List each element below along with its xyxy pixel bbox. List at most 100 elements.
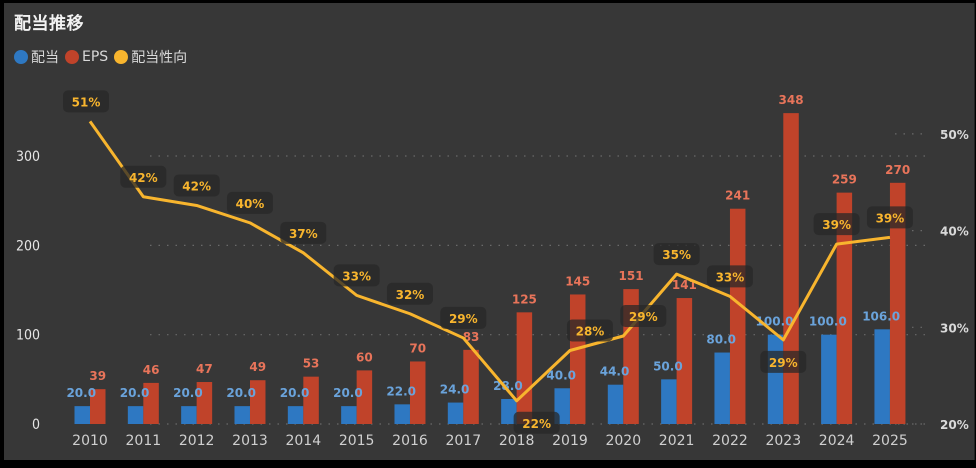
eps-data-label: 259 <box>832 173 857 187</box>
chart-panel: 配当推移 配当 EPS 配当性向 <box>4 3 975 460</box>
right-tick-label: 30% <box>940 321 969 335</box>
dividend-bar <box>234 406 250 424</box>
eps-data-label: 47 <box>196 362 213 376</box>
eps-data-label: 145 <box>565 274 590 288</box>
eps-data-label: 53 <box>303 357 320 371</box>
legend-dot-dividend-icon <box>14 50 28 64</box>
x-tick-label: 2016 <box>392 433 428 449</box>
payout-data-label: 39% <box>822 218 851 232</box>
eps-bar <box>196 382 213 424</box>
dividend-bar <box>287 406 304 424</box>
payout-label-bg <box>280 221 327 244</box>
eps-data-label: 125 <box>512 292 537 306</box>
payout-data-label: 51% <box>72 95 101 109</box>
x-tick-label: 2024 <box>819 433 855 449</box>
x-axis-ticks: 2010 2011 2012 2013 2014 2015 2016 2017 2018 2019… <box>72 433 908 449</box>
eps-bar <box>409 361 426 424</box>
payout-label-bg <box>226 191 273 214</box>
payout-label-bg <box>813 213 860 236</box>
x-tick-label: 2010 <box>72 433 108 449</box>
eps-bar <box>516 312 533 424</box>
payout-label-bg <box>386 282 433 305</box>
eps-bar <box>356 370 373 424</box>
legend-item-payout[interactable]: 配当性向 <box>114 47 187 67</box>
payout-label-bg <box>566 319 613 342</box>
bars <box>74 113 906 425</box>
dividend-bar <box>767 334 784 424</box>
payout-labels: 51%42%42%40%37%33%32%29%22%28%29%35%33%2… <box>63 90 913 434</box>
right-tick-label: 50% <box>940 128 969 142</box>
payout-label-bg <box>440 306 487 329</box>
payout-data-label: 29% <box>629 310 658 324</box>
dividend-bar <box>341 406 357 424</box>
payout-label-bg <box>706 265 753 288</box>
eps-data-label: 39 <box>89 369 106 383</box>
dividend-bar <box>821 334 837 424</box>
eps-bar <box>303 376 319 424</box>
dividend-data-label: 44.0 <box>600 365 630 379</box>
eps-data-label: 49 <box>249 360 266 374</box>
eps-bar <box>463 349 479 424</box>
x-tick-label: 2023 <box>765 433 801 449</box>
eps-data-label: 151 <box>619 269 644 283</box>
eps-data-label: 270 <box>885 163 910 177</box>
payout-data-label: 29% <box>769 356 798 370</box>
eps-data-label: 46 <box>143 363 160 377</box>
dividend-data-label: 20.0 <box>226 386 256 400</box>
payout-data-label: 33% <box>716 270 745 284</box>
x-tick-label: 2014 <box>285 433 321 449</box>
legend-item-eps[interactable]: EPS <box>65 49 108 65</box>
right-axis-ticks: 20% 30% 40% 50% <box>940 128 969 432</box>
legend: 配当 EPS 配当性向 <box>14 47 193 67</box>
payout-data-label: 42% <box>129 171 158 185</box>
x-tick-label: 2018 <box>499 433 535 449</box>
eps-bar <box>836 192 853 424</box>
eps-bar <box>143 382 159 424</box>
dividend-data-label: 50.0 <box>653 359 683 373</box>
dividend-bar <box>447 402 464 424</box>
payout-label-bg <box>866 206 913 229</box>
payout-label-bg <box>513 411 560 434</box>
payout-data-label: 32% <box>396 288 425 302</box>
eps-bar <box>249 380 266 424</box>
chart-title: 配当推移 <box>14 14 84 34</box>
payout-label-bg <box>760 350 807 373</box>
right-tick-label: 20% <box>940 418 969 432</box>
bar-labels: 20.0 39 20.0 46 20.0 47 20.0 49 20.0 53 20.0 60 22.0… <box>66 93 910 400</box>
left-tick-label: 200 <box>16 238 40 254</box>
dividend-bar <box>74 406 90 424</box>
eps-data-label: 70 <box>409 341 426 355</box>
dividend-bar <box>127 406 144 424</box>
x-tick-label: 2021 <box>659 433 695 449</box>
payout-data-label: 35% <box>662 248 691 262</box>
eps-bar <box>90 389 106 424</box>
payout-data-label: 33% <box>342 269 371 283</box>
dividend-bar <box>874 329 890 424</box>
x-tick-label: 2012 <box>179 433 215 449</box>
eps-bar <box>569 294 586 424</box>
dividend-data-label: 100.0 <box>809 315 847 329</box>
payout-label-bg <box>63 90 109 113</box>
payout-data-label: 39% <box>876 211 905 225</box>
legend-label-dividend: 配当 <box>31 50 59 66</box>
x-tick-label: 2022 <box>712 433 748 449</box>
dividend-data-label: 20.0 <box>280 386 310 400</box>
dividend-data-label: 20.0 <box>66 386 96 400</box>
eps-data-label: 348 <box>779 93 804 107</box>
payout-data-label: 40% <box>236 197 265 211</box>
dividend-data-label: 80.0 <box>706 333 736 347</box>
x-tick-label: 2015 <box>339 433 375 449</box>
dividend-bar <box>181 406 197 424</box>
payout-label-bg <box>173 174 220 197</box>
dividend-data-label: 22.0 <box>386 384 416 398</box>
dividend-bar <box>607 384 624 424</box>
legend-item-dividend[interactable]: 配当 <box>14 47 59 67</box>
dividend-data-label: 24.0 <box>440 383 470 397</box>
payout-data-label: 42% <box>182 179 211 193</box>
payout-label-bg <box>653 243 700 266</box>
legend-label-payout: 配当性向 <box>131 50 188 66</box>
x-tick-label: 2020 <box>605 433 641 449</box>
legend-label-eps: EPS <box>82 49 109 65</box>
left-axis-ticks: 0 100 200 300 <box>16 149 40 433</box>
